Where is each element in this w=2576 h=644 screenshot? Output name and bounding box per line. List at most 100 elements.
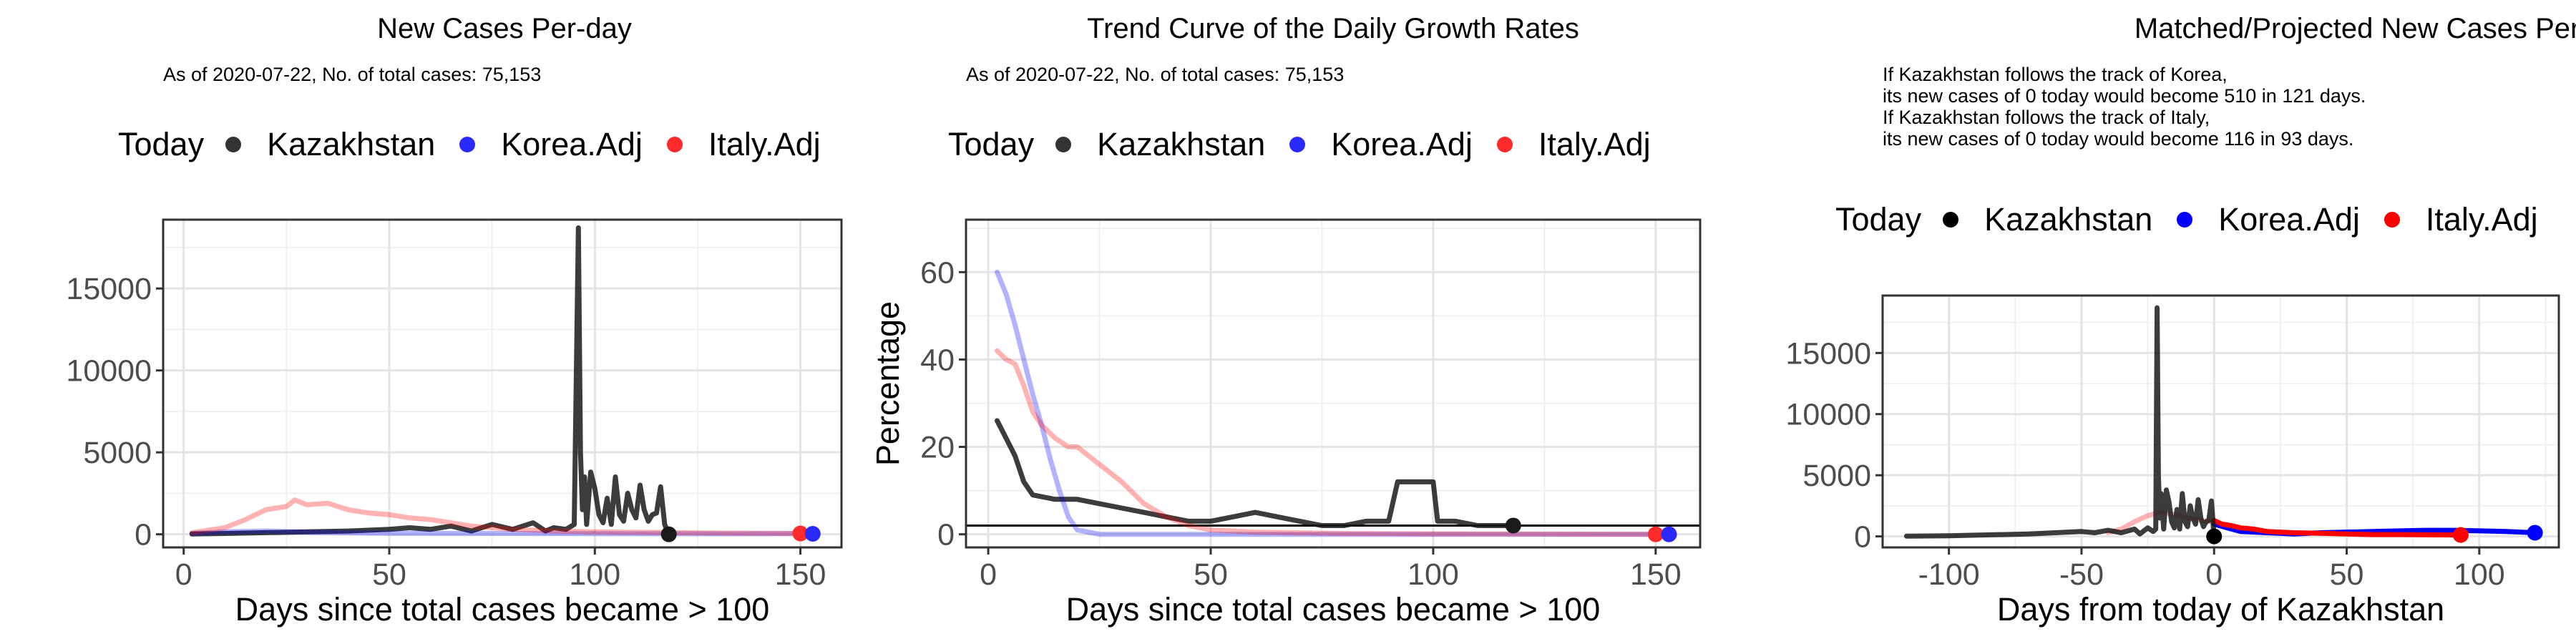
legend-label: Kazakhstan xyxy=(1984,201,2153,238)
series-line-italy-adj xyxy=(995,348,1659,537)
chart-panel-1: New Cases Per-day As of 2020-07-22, No. … xyxy=(0,0,859,644)
legend-item-korea-3: Korea.Adj xyxy=(2177,201,2360,238)
x-tick-label: 100 xyxy=(569,557,620,592)
x-axis-label: Days since total cases became > 100 xyxy=(1066,591,1601,628)
x-tick-label: 50 xyxy=(2330,557,2364,592)
series-line-italy-adj xyxy=(189,497,803,536)
chart-title-3: Matched/Projected New Cases Per-day xyxy=(2134,13,2576,44)
legend-item-kazakhstan-3: Kazakhstan xyxy=(1943,201,2152,238)
chart-subtitle-3-line-2: its new cases of 0 today would become 51… xyxy=(1883,85,2366,107)
x-tick-label: 0 xyxy=(2205,557,2223,592)
legend-title-3: Today xyxy=(1835,201,1922,238)
legend-dot-icon xyxy=(225,137,242,152)
legend-label: Italy.Adj xyxy=(708,126,821,162)
y-tick-label: 0 xyxy=(1854,520,1871,555)
x-axis-label: Days from today of Kazakhstan xyxy=(1997,591,2444,628)
x-tick-label: 0 xyxy=(175,557,192,592)
y-tick-label: 5000 xyxy=(1802,459,1871,493)
x-tick-label: 0 xyxy=(980,557,997,592)
series-line-kazakhstan xyxy=(189,225,672,537)
plot-background xyxy=(163,220,841,547)
plot-border xyxy=(1881,294,2560,549)
x-tick-label: 150 xyxy=(775,557,826,592)
y-tick-label: 20 xyxy=(920,431,955,465)
chart-svg-2: 0 50 100 150 0 20 40 60 Days since total cases b… xyxy=(869,218,1702,628)
chart-subtitle-3-line-3: If Kazakhstan follows the track of Italy… xyxy=(1883,107,2210,128)
plot-border xyxy=(162,218,843,549)
plot-background xyxy=(1883,296,2559,547)
chart-subtitle-3-line-1: If Kazakhstan follows the track of Korea… xyxy=(1883,64,2228,85)
today-point-kazakhstan xyxy=(2206,528,2223,545)
series-line-kazakhstan xyxy=(995,418,1516,528)
x-tick-label: 100 xyxy=(2454,557,2505,592)
y-tick-label: 10000 xyxy=(66,354,152,389)
legend-dot-icon xyxy=(2384,212,2400,228)
chart-svg-3: -100 -50 0 50 100 0 5000 10000 15000 Days from to… xyxy=(1785,294,2560,628)
series-line-korea-adj xyxy=(189,528,816,537)
chart-title-2: Trend Curve of the Daily Growth Rates xyxy=(1087,13,1579,44)
legend-dot-icon xyxy=(1055,137,1072,152)
x-tick-label: 100 xyxy=(1407,557,1459,592)
y-tick-label: 5000 xyxy=(83,436,152,470)
today-point-korea-adj xyxy=(1661,526,1677,542)
today-point-kazakhstan xyxy=(1505,517,1521,534)
x-axis-label: Days since total cases became > 100 xyxy=(235,591,770,628)
today-point-italy-adj xyxy=(792,525,809,542)
chart-title-1: New Cases Per-day xyxy=(377,13,632,44)
legend-item-italy-1: Italy.Adj xyxy=(666,126,821,163)
legend-dot-icon xyxy=(2177,212,2193,228)
chart-subtitle-1: As of 2020-07-22, No. of total cases: 75… xyxy=(163,64,542,85)
series-line-kazakhstan xyxy=(1903,305,2217,540)
legend-1: Today Kazakhstan Korea.Adj Italy.Adj xyxy=(118,126,859,163)
x-tick-label: 150 xyxy=(1630,557,1682,592)
y-tick-label: 0 xyxy=(135,518,152,552)
y-tick-label: 40 xyxy=(920,343,955,377)
legend-label: Korea.Adj xyxy=(501,126,643,162)
today-point-kazakhstan xyxy=(660,526,677,542)
y-tick-label: 15000 xyxy=(1785,336,1871,371)
x-tick-label: 50 xyxy=(1194,557,1228,592)
y-axis-label: Percentage xyxy=(869,301,906,466)
x-tick-label: 50 xyxy=(372,557,406,592)
legend-item-korea-1: Korea.Adj xyxy=(459,126,643,163)
legend-label: Kazakhstan xyxy=(267,126,436,162)
x-tick-label: -50 xyxy=(2059,557,2104,592)
today-point-italy-adj xyxy=(2452,527,2469,543)
legend-dot-icon xyxy=(1289,137,1306,152)
legend-item-kazakhstan-2: Kazakhstan xyxy=(1055,126,1265,163)
legend-label: Italy.Adj xyxy=(2425,201,2538,238)
legend-dot-icon xyxy=(1943,212,1959,228)
legend-label: Korea.Adj xyxy=(1331,126,1473,162)
y-tick-label: 60 xyxy=(920,255,955,290)
legend-item-italy-2: Italy.Adj xyxy=(1496,126,1651,163)
legend-item-italy-3: Italy.Adj xyxy=(2384,201,2538,238)
y-tick-label: 10000 xyxy=(1785,398,1871,432)
chart-panel-3: Matched/Projected New Cases Per-day If K… xyxy=(1717,0,2576,644)
legend-title-2: Today xyxy=(948,126,1035,162)
today-point-korea-adj xyxy=(2527,525,2543,541)
legend-label: Korea.Adj xyxy=(2218,201,2360,238)
series-line-italy-adj xyxy=(2211,517,2464,538)
legend-dot-icon xyxy=(1496,137,1513,152)
chart-subtitle-2: As of 2020-07-22, No. of total cases: 75… xyxy=(966,64,1345,85)
legend-2: Today Kazakhstan Korea.Adj Italy.Adj xyxy=(948,126,1717,163)
legend-dot-icon xyxy=(459,137,476,152)
y-tick-label: 15000 xyxy=(66,272,152,306)
x-tick-label: -100 xyxy=(1918,557,1980,592)
legend-dot-icon xyxy=(666,137,683,152)
legend-3: Today Kazakhstan Korea.Adj Italy.Adj xyxy=(1835,201,2576,238)
chart-panel-2: Trend Curve of the Daily Growth Rates As… xyxy=(859,0,1717,644)
legend-item-korea-2: Korea.Adj xyxy=(1289,126,1473,163)
chart-subtitle-3-line-4: its new cases of 0 today would become 11… xyxy=(1883,128,2354,150)
legend-label: Kazakhstan xyxy=(1097,126,1266,162)
today-point-italy-adj xyxy=(1647,526,1664,542)
legend-item-kazakhstan-1: Kazakhstan xyxy=(225,126,435,163)
chart-svg-1: 0 50 100 150 0 5000 10000 15000 Days since total… xyxy=(66,218,843,628)
legend-title-1: Today xyxy=(118,126,205,162)
plot-background xyxy=(966,220,1700,547)
legend-label: Italy.Adj xyxy=(1538,126,1651,162)
plot-border xyxy=(965,218,1702,549)
y-tick-label: 0 xyxy=(937,518,955,552)
series-line-korea-adj xyxy=(995,269,1672,537)
today-point-korea-adj xyxy=(804,525,821,542)
